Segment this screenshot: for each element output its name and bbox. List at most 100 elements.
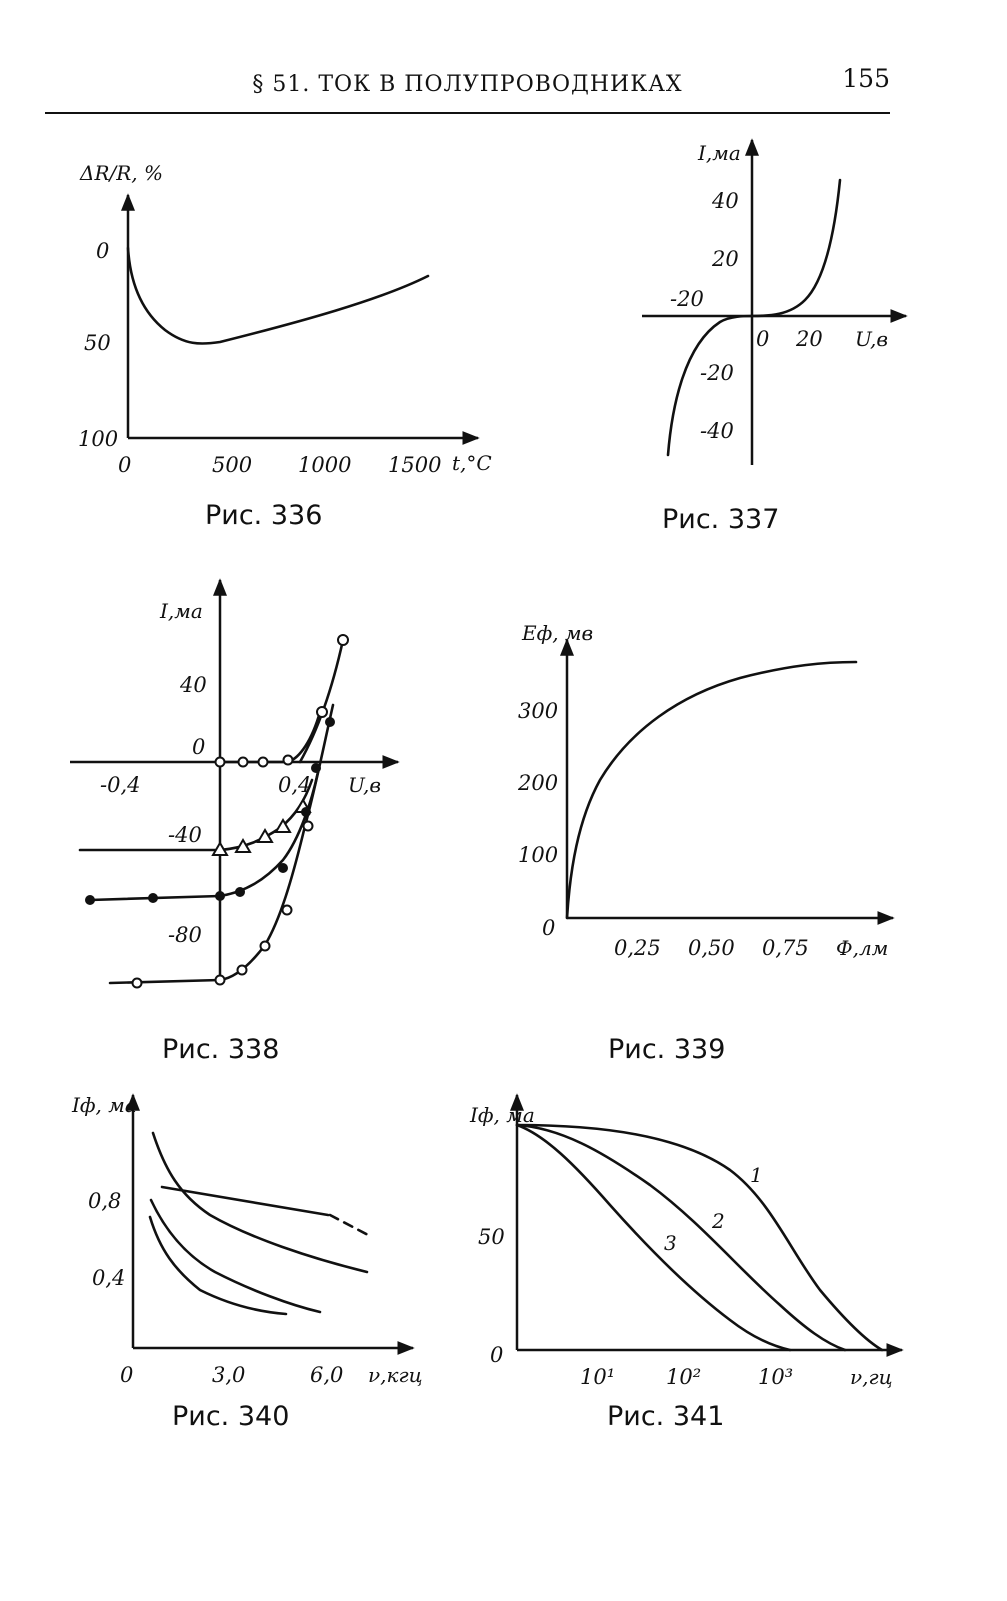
- fig338-marker-dotted: [281, 904, 293, 916]
- fig341-xtick-1: 10²: [666, 1365, 701, 1389]
- fig341-xtick-2: 10³: [758, 1365, 793, 1389]
- running-title: § 51. ТОК В ПОЛУПРОВОДНИКАХ: [252, 72, 683, 97]
- fig338-marker-triangle: [274, 818, 292, 833]
- fig338-marker-filled: [278, 863, 288, 873]
- fig338-marker-triangle: [211, 841, 229, 856]
- figure-338: I,ма U,в 40 0 -40 -80 -0,4 0,4: [70, 578, 400, 1065]
- fig336-caption: Рис. 336: [205, 500, 322, 531]
- fig338-marker-cross: [337, 634, 349, 646]
- figure-336: ΔR/R, % t,°C 0 50 100 0 500 1000 1500 Ри…: [78, 161, 492, 531]
- fig338-marker-dotted: [214, 974, 226, 986]
- fig340-curve-3: [149, 1198, 322, 1314]
- fig337-xtick-0: -20: [670, 287, 704, 311]
- fig338-marker-dotted: [236, 964, 248, 976]
- fig339-ytick-0: 0: [542, 916, 555, 940]
- fig341-x-label: ν,гц: [850, 1365, 893, 1389]
- fig340-ytick-1: 0,4: [92, 1266, 125, 1290]
- fig340-caption: Рис. 340: [172, 1401, 289, 1432]
- fig336-xtick-0: 0: [118, 453, 131, 477]
- fig338-y-label: I,ма: [159, 599, 203, 623]
- fig338-ytick-2: -40: [168, 823, 202, 847]
- fig338-marker-cross: [316, 706, 328, 718]
- fig338-marker-open: [214, 756, 226, 768]
- fig338-xtick-0: -0,4: [100, 773, 141, 797]
- fig337-y-label: I,ма: [697, 141, 741, 165]
- fig336-ytick-2: 100: [78, 427, 118, 451]
- fig338-marker-open: [257, 756, 269, 768]
- fig340-xtick-2: 6,0: [310, 1363, 343, 1387]
- fig339-y-label: Eф, мв: [521, 621, 593, 645]
- fig338-marker-filled: [235, 887, 245, 897]
- figure-339: Eф, мв Ф,лм 0 100 200 300 0,25 0,50 0,75…: [517, 621, 895, 1065]
- fig341-curve-2-label: 2: [711, 1209, 725, 1233]
- fig339-x-label: Ф,лм: [836, 936, 888, 960]
- fig337-ytick-1: 20: [711, 247, 739, 271]
- fig338-ytick-1: 0: [192, 735, 205, 759]
- fig338-ytick-0: 40: [179, 673, 207, 697]
- fig341-curve-3-label: 3: [664, 1231, 677, 1255]
- fig338-marker-dotted: [302, 820, 314, 832]
- fig341-y-label: Iф, ма: [469, 1103, 535, 1127]
- fig340-xtick-0: 0: [120, 1363, 133, 1387]
- fig340-curve-1: [151, 1131, 369, 1274]
- fig341-curve-1-label: 1: [750, 1163, 763, 1187]
- page-header: § 51. ТОК В ПОЛУПРОВОДНИКАХ 155: [45, 62, 890, 114]
- fig338-marker-dotted: [259, 940, 271, 952]
- figure-340: Iф, ма ν,кгц 0,8 0,4 0 3,0 6,0 Рис. 340: [71, 1093, 423, 1432]
- fig336-xtick-1: 500: [212, 453, 252, 477]
- fig336-y-label: ΔR/R, %: [79, 161, 163, 185]
- fig336-xtick-3: 1500: [388, 453, 441, 477]
- fig340-curve-2-dashed: [328, 1213, 372, 1238]
- fig339-xtick-0: 0,25: [614, 936, 661, 960]
- fig338-marker-triangle: [256, 828, 274, 843]
- fig336-x-label: t,°C: [452, 451, 492, 475]
- fig341-caption: Рис. 341: [607, 1401, 724, 1432]
- fig341-xtick-0: 10¹: [580, 1365, 615, 1389]
- fig338-marker-open: [237, 756, 249, 768]
- fig336-xtick-2: 1000: [298, 453, 351, 477]
- fig336-ytick-1: 50: [84, 331, 111, 355]
- fig341-ytick-1: 50: [478, 1225, 505, 1249]
- fig337-ytick-0: 40: [711, 189, 739, 213]
- fig341-curve-3: [515, 1123, 792, 1352]
- fig338-marker-filled: [85, 895, 95, 905]
- fig339-curve: [565, 660, 858, 920]
- fig340-x-label: ν,кгц: [368, 1363, 423, 1387]
- fig340-curve-2: [160, 1185, 330, 1217]
- fig337-xtick-2: 20: [795, 327, 823, 351]
- fig338-marker-filled: [325, 717, 335, 727]
- fig338-x-label: U,в: [348, 773, 381, 797]
- figure-337: I,ма U,в 40 20 -20 -40 -20 0 20 Рис. 337: [642, 138, 908, 535]
- fig337-ytick-3: -40: [700, 419, 734, 443]
- fig337-xtick-1: 0: [756, 327, 769, 351]
- fig340-y-label: Iф, ма: [71, 1093, 137, 1117]
- fig339-caption: Рис. 339: [608, 1034, 725, 1065]
- fig336-curve: [126, 246, 430, 345]
- fig338-marker-triangle: [234, 838, 252, 853]
- fig338-marker-filled: [301, 807, 311, 817]
- fig337-x-label: U,в: [855, 327, 888, 351]
- figure-341: Iф, ма ν,гц 50 0 10¹ 10² 10³ 1 2 3 Рис. …: [469, 1093, 904, 1432]
- fig340-ytick-0: 0,8: [88, 1189, 121, 1213]
- fig339-ytick-1: 100: [518, 843, 558, 867]
- fig338-ytick-3: -80: [168, 923, 202, 947]
- fig340-xtick-1: 3,0: [212, 1363, 245, 1387]
- fig340-curve-4: [148, 1215, 288, 1316]
- fig339-xtick-1: 0,50: [688, 936, 735, 960]
- fig338-marker-filled: [311, 763, 321, 773]
- fig338-markers: [85, 634, 349, 989]
- fig339-xtick-2: 0,75: [762, 936, 809, 960]
- fig341-curve-1: [515, 1123, 884, 1352]
- fig339-ytick-2: 200: [517, 771, 558, 795]
- fig338-marker-open: [282, 754, 294, 766]
- fig338-caption: Рис. 338: [162, 1034, 279, 1065]
- fig338-marker-filled: [148, 893, 158, 903]
- fig341-curve-2: [515, 1123, 847, 1352]
- fig337-caption: Рис. 337: [662, 504, 779, 535]
- fig338-marker-filled: [215, 891, 225, 901]
- fig341-ytick-0: 0: [490, 1343, 503, 1367]
- page-number: 155: [842, 64, 890, 93]
- fig339-ytick-3: 300: [518, 699, 558, 723]
- fig336-ytick-0: 0: [96, 239, 109, 263]
